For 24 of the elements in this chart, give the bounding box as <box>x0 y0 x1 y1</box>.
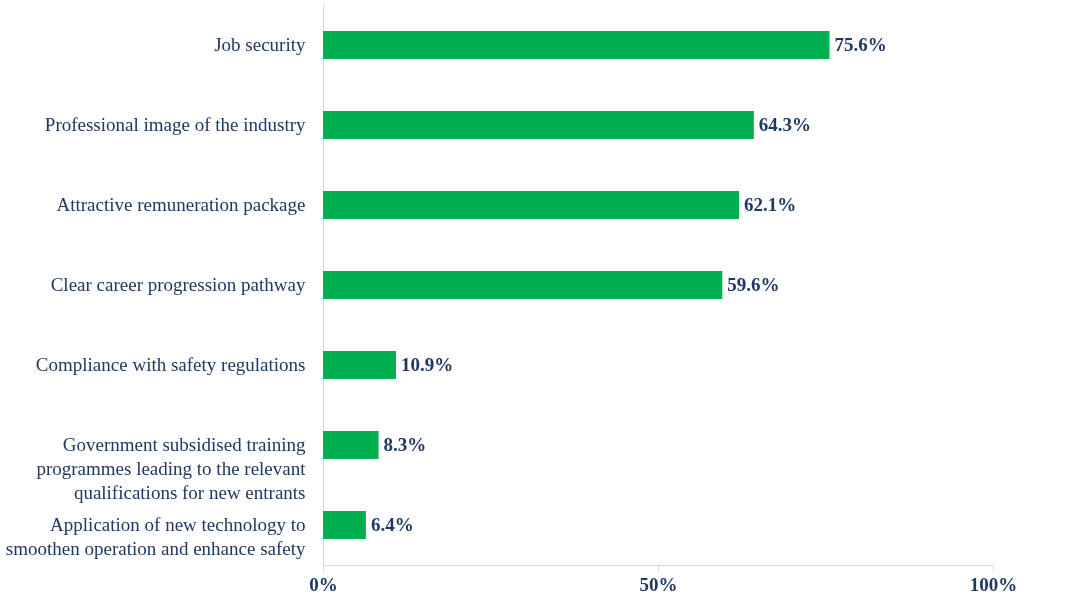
bar <box>323 511 366 539</box>
y-tick-label: Application of new technology to smoothen operation and enhance safety <box>5 514 306 559</box>
y-tick-label: Attractive remuneration package <box>56 194 306 215</box>
x-tick-label: 100% <box>969 573 1018 595</box>
bar <box>323 191 740 219</box>
data-label: 75.6% <box>834 34 887 55</box>
bar <box>323 111 754 139</box>
data-label: 8.3% <box>383 434 427 455</box>
bar <box>323 431 379 459</box>
data-label: 59.6% <box>727 274 780 295</box>
y-tick-label: Compliance with safety regulations <box>35 354 306 375</box>
y-tick-label: Clear career progression pathway <box>50 274 306 295</box>
data-label: 10.9% <box>401 354 454 375</box>
bar <box>323 271 723 299</box>
x-tick-label: 0% <box>309 573 338 595</box>
bar <box>323 351 397 379</box>
y-tick-label: Professional image of the industry <box>44 114 306 135</box>
y-tick-label: Government subsidised training programmes leading to the relevant qualifications for new entrants <box>36 434 307 503</box>
data-label: 6.4% <box>370 514 414 535</box>
data-label: 64.3% <box>758 114 812 135</box>
bar <box>323 31 830 59</box>
data-label: 62.1% <box>744 194 797 215</box>
y-tick-label: Job security <box>214 34 306 55</box>
x-tick-label: 50% <box>639 573 678 595</box>
